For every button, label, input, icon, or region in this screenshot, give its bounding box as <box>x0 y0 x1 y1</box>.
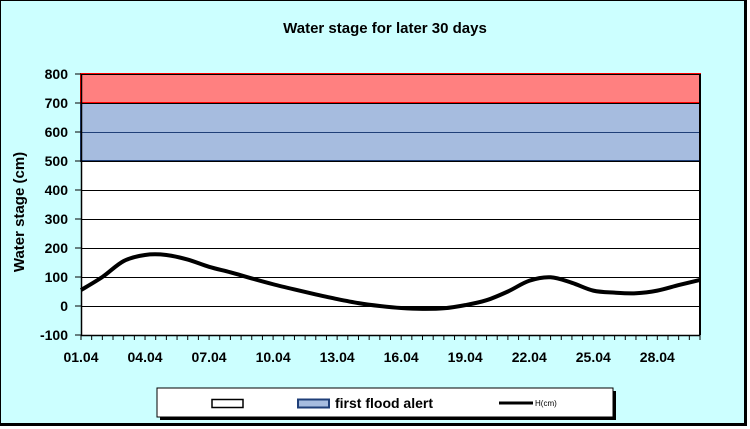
x-tick-label: 16.04 <box>384 349 419 365</box>
alert-band-1 <box>80 73 701 104</box>
y-tick-label: 300 <box>45 211 69 227</box>
x-tick-label: 10.04 <box>256 349 291 365</box>
y-axis-label: Water stage (cm) <box>11 152 28 272</box>
y-tick-label: 500 <box>45 153 69 169</box>
legend-label-first-flood-alert: first flood alert <box>335 395 433 411</box>
legend-label-h-cm: H(cm) <box>535 399 557 408</box>
y-tick-label: 400 <box>45 182 69 198</box>
y-tick-label: -100 <box>40 327 68 343</box>
x-tick-label: 01.04 <box>63 349 98 365</box>
series-line-h-cm <box>79 252 701 311</box>
legend: first flood alert H(cm) <box>156 387 616 420</box>
x-tick-label: 28.04 <box>640 349 675 365</box>
x-tick-label: 19.04 <box>448 349 483 365</box>
x-tick-label: 22.04 <box>512 349 547 365</box>
y-tick-label: 600 <box>45 124 69 140</box>
x-tick-label: 07.04 <box>192 349 227 365</box>
x-tick-label: 13.04 <box>320 349 355 365</box>
x-tick-label: 04.04 <box>128 349 163 365</box>
y-tick-label: 0 <box>60 298 68 314</box>
y-tick-label: 700 <box>45 95 69 111</box>
chart-title: Water stage for later 30 days <box>283 20 487 37</box>
legend-swatch-box <box>211 398 244 409</box>
legend-swatch-first-flood-alert <box>297 398 330 409</box>
plot-area: -100 0 100 200 300 400 500 600 700 800 01.04 04.04 0… <box>40 66 701 365</box>
y-tick-label: 100 <box>45 269 69 285</box>
y-tick-label: 200 <box>45 240 69 256</box>
y-tick-label: 800 <box>45 66 69 82</box>
x-tick-label: 25.04 <box>576 349 611 365</box>
